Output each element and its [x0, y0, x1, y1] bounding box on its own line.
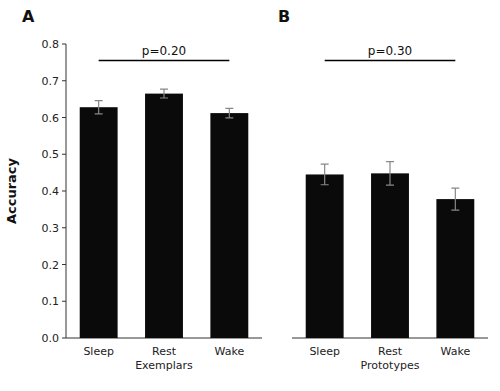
y-tick — [62, 301, 66, 302]
y-tick-label: 0.5 — [42, 148, 60, 161]
panel-label: A — [22, 7, 35, 26]
error-bar — [321, 164, 329, 185]
x-tick-label: Wake — [440, 345, 470, 358]
error-bar — [386, 162, 394, 186]
y-tick — [62, 117, 66, 118]
y-tick-label: 0.0 — [42, 332, 60, 345]
x-tick-label: Sleep — [83, 345, 114, 358]
y-tick-label: 0.3 — [42, 222, 60, 235]
y-tick — [62, 227, 66, 228]
p-value-text: p=0.30 — [368, 44, 412, 58]
x-tick-label-line: Sleep — [309, 345, 340, 358]
y-tick-label: 0.6 — [42, 112, 60, 125]
y-tick — [62, 264, 66, 265]
y-tick-label: 0.2 — [42, 259, 60, 272]
panel: Sleep RestPrototypes Wake p=0.30 B — [278, 7, 488, 372]
significance-bracket — [325, 60, 456, 62]
x-tick-label-line: Prototypes — [361, 359, 420, 372]
y-tick-label: 0.4 — [42, 185, 60, 198]
marks — [80, 89, 249, 338]
y-tick — [62, 338, 66, 339]
panel-label: B — [278, 7, 290, 26]
panel: 0.0 0.1 0.2 0.3 0.4 0.5 0.6 0.7 0.8 Accuracy Sleep… — [4, 7, 262, 372]
x-tick-label: RestPrototypes — [361, 345, 420, 372]
x-tick-label: Sleep — [309, 345, 340, 358]
y-tick — [62, 44, 66, 45]
x-tick-label: RestExemplars — [135, 345, 193, 372]
error-bar — [95, 101, 103, 114]
y-tick-label: 0.7 — [42, 75, 60, 88]
significance-bracket — [99, 60, 230, 62]
y-tick-label: 0.1 — [42, 295, 60, 308]
bar — [306, 174, 344, 338]
bar — [80, 107, 118, 338]
error-bar — [160, 89, 168, 98]
x-tick-label-line: Sleep — [83, 345, 114, 358]
x-tick-label-line: Rest — [378, 345, 403, 358]
x-tick-label-line: Wake — [440, 345, 470, 358]
bar — [436, 199, 474, 338]
bar — [371, 173, 409, 338]
y-tick — [62, 154, 66, 155]
error-bar — [451, 188, 459, 210]
y-tick — [62, 191, 66, 192]
figure: 0.0 0.1 0.2 0.3 0.4 0.5 0.6 0.7 0.8 Accuracy Sleep… — [0, 0, 500, 391]
error-bar — [225, 108, 233, 118]
marks — [306, 162, 475, 338]
bar — [145, 94, 183, 338]
bar — [210, 113, 248, 338]
x-tick-label-line: Wake — [214, 345, 244, 358]
x-tick-label-line: Rest — [152, 345, 177, 358]
x-tick-label-line: Exemplars — [135, 359, 193, 372]
y-tick — [62, 80, 66, 81]
y-tick-label: 0.8 — [42, 38, 60, 51]
y-axis-label: Accuracy — [4, 157, 19, 224]
p-value-text: p=0.20 — [142, 44, 186, 58]
x-tick-label: Wake — [214, 345, 244, 358]
